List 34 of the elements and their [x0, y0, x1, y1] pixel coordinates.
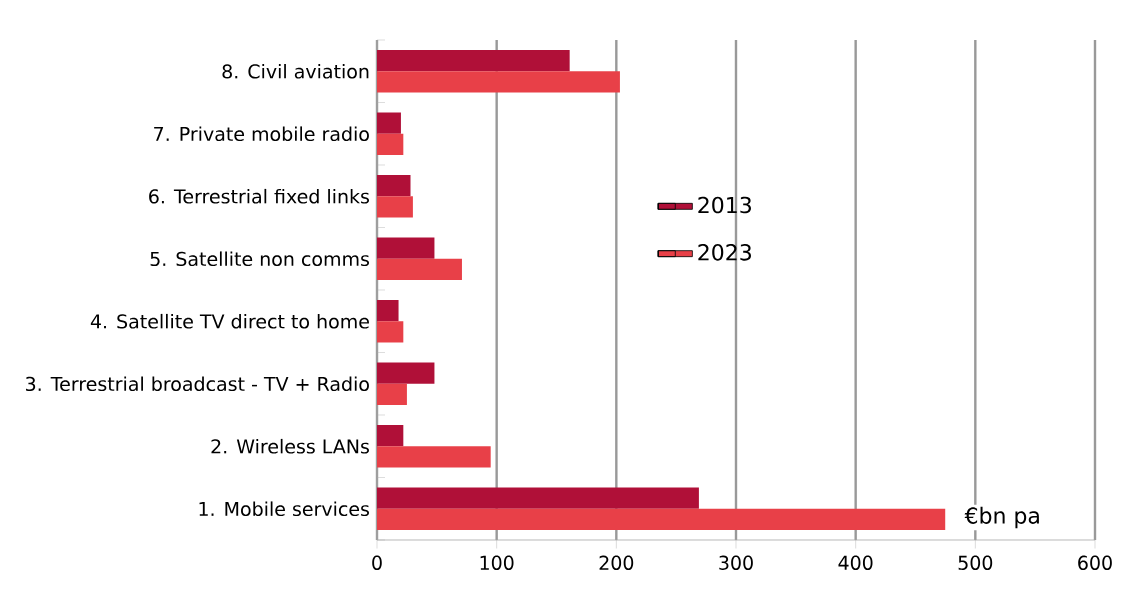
y-tick-label: 4. Satellite TV direct to home: [90, 313, 369, 329]
bar: [377, 321, 404, 343]
bar: [377, 446, 491, 468]
y-tick-label: 6. Terrestrial fixed links: [149, 188, 370, 204]
y-tick-label: 3. Terrestrial broadcast - TV + Radio: [26, 376, 369, 392]
y-tick-label: 7. Private mobile radio: [154, 126, 369, 142]
bar: [377, 383, 407, 405]
bar: [377, 49, 570, 72]
x-tick-label: 600: [1078, 555, 1112, 570]
x-tick-label: 300: [719, 555, 753, 570]
annotation: €bn pa: [964, 506, 1039, 529]
bar: [377, 425, 404, 447]
legend-label: 2013: [698, 196, 751, 214]
bar: [377, 174, 411, 197]
x-tick-label: 0: [372, 555, 382, 570]
bar: [377, 237, 435, 259]
bar: [377, 133, 404, 155]
bar: [377, 508, 946, 530]
y-tick-label: 5. Satellite non comms: [150, 251, 370, 267]
y-tick-label: 2. Wireless LANs: [211, 438, 369, 454]
x-tick-label: 400: [838, 555, 873, 570]
bar: [377, 112, 401, 134]
bar: [377, 487, 699, 509]
y-tick-label: 8. Civil aviation: [222, 63, 369, 79]
bar: [377, 196, 413, 218]
bar: [377, 71, 620, 93]
x-tick-label: 200: [599, 555, 634, 570]
bar: [377, 299, 399, 322]
y-tick-label: 1. Mobile services: [199, 501, 369, 517]
legend-label: 2023: [698, 244, 751, 261]
bar: [377, 258, 462, 280]
x-tick-label: 500: [958, 555, 993, 570]
bar: [377, 362, 435, 384]
x-tick-label: 100: [480, 555, 514, 570]
